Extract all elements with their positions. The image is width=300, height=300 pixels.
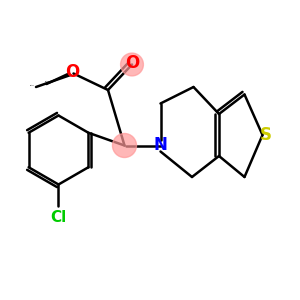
Circle shape bbox=[112, 134, 136, 158]
Text: S: S bbox=[260, 126, 272, 144]
Circle shape bbox=[121, 53, 143, 76]
Text: O: O bbox=[65, 63, 79, 81]
Text: methyl: methyl bbox=[45, 81, 50, 83]
Text: methyl: methyl bbox=[44, 83, 48, 84]
Text: methyl: methyl bbox=[30, 84, 35, 86]
Text: Cl: Cl bbox=[50, 210, 67, 225]
Text: O: O bbox=[125, 54, 140, 72]
Text: N: N bbox=[154, 136, 167, 154]
